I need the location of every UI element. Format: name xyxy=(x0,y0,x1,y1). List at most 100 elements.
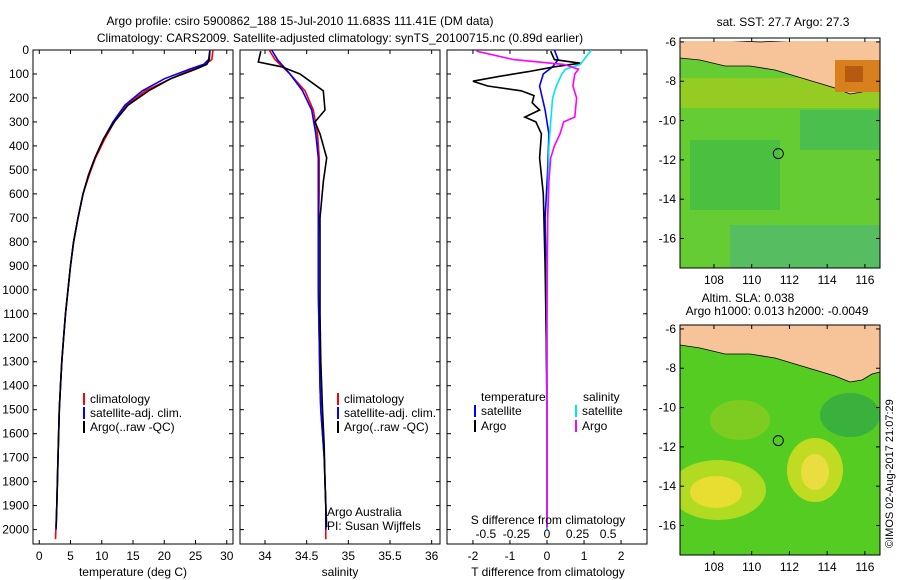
map-y-tick-label: -6 xyxy=(665,35,676,49)
map-x-tick-label: 114 xyxy=(818,560,837,574)
sst-map-panel: sat. SST: 27.7 Argo: 27.3 108 110 112 114 11… xyxy=(659,15,881,287)
temperature-x-axis: 0 5 10 15 20 25 30 xyxy=(36,50,234,563)
sla-high-anomaly-east-core xyxy=(801,454,829,490)
map-x-tick-label: 116 xyxy=(855,273,874,287)
figure-title-line2: Climatology: CARS2009. Satellite-adjuste… xyxy=(97,31,583,45)
sla-high-anomaly-west-core xyxy=(690,476,742,508)
sla-profile-marker xyxy=(772,435,784,447)
sla-map-panel: Altim. SLA: 0.038 Argo h1000: 0.013 h200… xyxy=(659,291,881,574)
sla-mid-anomaly xyxy=(710,400,770,440)
map-x-tick-label: 108 xyxy=(704,273,724,287)
sst-map-frame xyxy=(679,37,881,269)
x-tick-label: 15 xyxy=(126,549,140,563)
map-y-tick-label: -8 xyxy=(665,361,676,375)
legend-label-argo: Argo(..raw -QC) xyxy=(344,420,429,434)
salinity-x-axis: 34 34.5 35 35.5 36 xyxy=(258,50,439,563)
temperature-y-axis: 0 100 200 300 400 500 600 700 800 900 1000 1100 1200… xyxy=(2,43,233,537)
x-tick-label: 34 xyxy=(258,549,272,563)
map-x-tick-label: 116 xyxy=(855,560,874,574)
salinity-y-ticks xyxy=(240,49,440,531)
legend-title-temperature: temperature xyxy=(481,390,546,404)
y-tick-label: 1000 xyxy=(2,283,29,297)
difference-panel: -2 -1 0 1 2 temperature salinity satellite A… xyxy=(446,49,648,579)
y-tick-label: 1300 xyxy=(2,355,29,369)
x-tick-label: 25 xyxy=(189,549,203,563)
map-y-tick-label: -16 xyxy=(659,232,677,246)
map-y-tick-label: -6 xyxy=(665,322,676,336)
temperature-plot-area xyxy=(32,49,234,545)
sla-map-title-line2: Argo h1000: 0.013 h2000: -0.0049 xyxy=(686,304,869,318)
x-tick-label: 20 xyxy=(158,549,172,563)
sla-low-anomaly xyxy=(820,393,880,437)
map-x-tick-label: 112 xyxy=(780,560,799,574)
legend-title-salinity: salinity xyxy=(583,390,620,404)
series-line-argo-raw-qc xyxy=(55,51,211,528)
x-tick-label: 35 xyxy=(342,549,356,563)
map-x-tick-label: 110 xyxy=(742,560,761,574)
x-tick-label: -1 xyxy=(505,549,516,563)
x-tick-label: 35.5 xyxy=(378,549,402,563)
map-y-tick-label: -12 xyxy=(659,153,677,167)
y-tick-label: 1600 xyxy=(2,427,29,441)
map-y-tick-label: -10 xyxy=(659,401,677,415)
map-x-tick-label: 108 xyxy=(704,560,724,574)
legend-label-climatology: climatology xyxy=(344,392,404,406)
y-tick-label: 500 xyxy=(9,163,29,177)
map-y-tick-label: -8 xyxy=(665,74,676,88)
y-tick-label: 100 xyxy=(9,67,29,81)
sst-missing-data-top xyxy=(680,38,880,41)
y-tick-label: 1500 xyxy=(2,403,29,417)
x-tick-label: 34.5 xyxy=(295,549,319,563)
salinity-legend: climatology satellite-adj. clim. Argo(..… xyxy=(337,392,436,434)
map-y-tick-label: -16 xyxy=(659,519,677,533)
imos-credit: ©IMOS 02-Aug-2017 21:07:29 xyxy=(884,399,896,548)
sst-profile-marker xyxy=(772,148,784,160)
legend-label-argo: Argo(..raw -QC) xyxy=(90,420,175,434)
s-tick-label: 0.25 xyxy=(566,527,590,541)
temperature-legend: climatology satellite-adj. clim. Argo(..… xyxy=(83,392,182,434)
map-y-tick-label: -12 xyxy=(659,440,677,454)
y-tick-label: 1200 xyxy=(2,331,29,345)
x-tick-label: 0 xyxy=(544,549,551,563)
map-x-tick-label: 110 xyxy=(742,273,761,287)
y-tick-label: 1700 xyxy=(2,451,29,465)
legend-label-temp-argo: Argo xyxy=(481,419,507,433)
x-tick-label: 5 xyxy=(67,549,74,563)
x-tick-label: 30 xyxy=(220,549,234,563)
difference-top-label: S difference from climatology xyxy=(471,513,626,527)
sst-cool-patch-east xyxy=(800,110,880,150)
s-tick-label: -0.5 xyxy=(476,527,497,541)
temperature-x-label: temperature (deg C) xyxy=(79,565,187,579)
x-tick-label: 36 xyxy=(425,549,439,563)
y-tick-label: 1800 xyxy=(2,475,29,489)
sst-cool-patch-south xyxy=(730,225,880,268)
salinity-annotation-line2: PI: Susan Wijffels xyxy=(327,519,421,533)
map-x-tick-label: 112 xyxy=(780,273,799,287)
series-line-salinity-argo xyxy=(476,50,580,528)
legend-label-satellite: satellite-adj. clim. xyxy=(344,406,436,420)
x-tick-label: 1 xyxy=(581,549,588,563)
sst-island-hot-dark xyxy=(845,66,863,82)
y-tick-label: 1100 xyxy=(3,307,29,321)
y-tick-label: 800 xyxy=(9,235,29,249)
sla-map-x-axis: 108 110 112 114 116 xyxy=(704,325,875,574)
difference-legend: temperature salinity satellite Argo sate… xyxy=(474,390,623,433)
y-tick-label: 1400 xyxy=(2,379,29,393)
legend-label-temp-satellite: satellite xyxy=(481,404,522,418)
sla-map-frame xyxy=(679,324,881,556)
sla-map-y-axis: -6 -8 -10 -12 -14 -16 xyxy=(659,322,880,533)
x-tick-label: 10 xyxy=(95,549,109,563)
s-tick-label: 0 xyxy=(544,527,551,541)
figure-title-line1: Argo profile: csiro 5900862_188 15-Jul-2… xyxy=(107,14,494,28)
salinity-annotation-line1: Argo Australia xyxy=(327,505,402,519)
y-tick-label: 1900 xyxy=(2,499,29,513)
x-tick-label: 0 xyxy=(36,549,43,563)
y-tick-label: 300 xyxy=(9,115,29,129)
salinity-x-label: salinity xyxy=(322,565,359,579)
sst-cool-patch xyxy=(690,140,780,210)
map-y-tick-label: -14 xyxy=(659,479,677,493)
sst-map-title: sat. SST: 27.7 Argo: 27.3 xyxy=(717,15,850,29)
difference-x-label: T difference from climatology xyxy=(471,565,625,579)
legend-label-climatology: climatology xyxy=(90,392,150,406)
y-tick-label: 400 xyxy=(9,139,29,153)
